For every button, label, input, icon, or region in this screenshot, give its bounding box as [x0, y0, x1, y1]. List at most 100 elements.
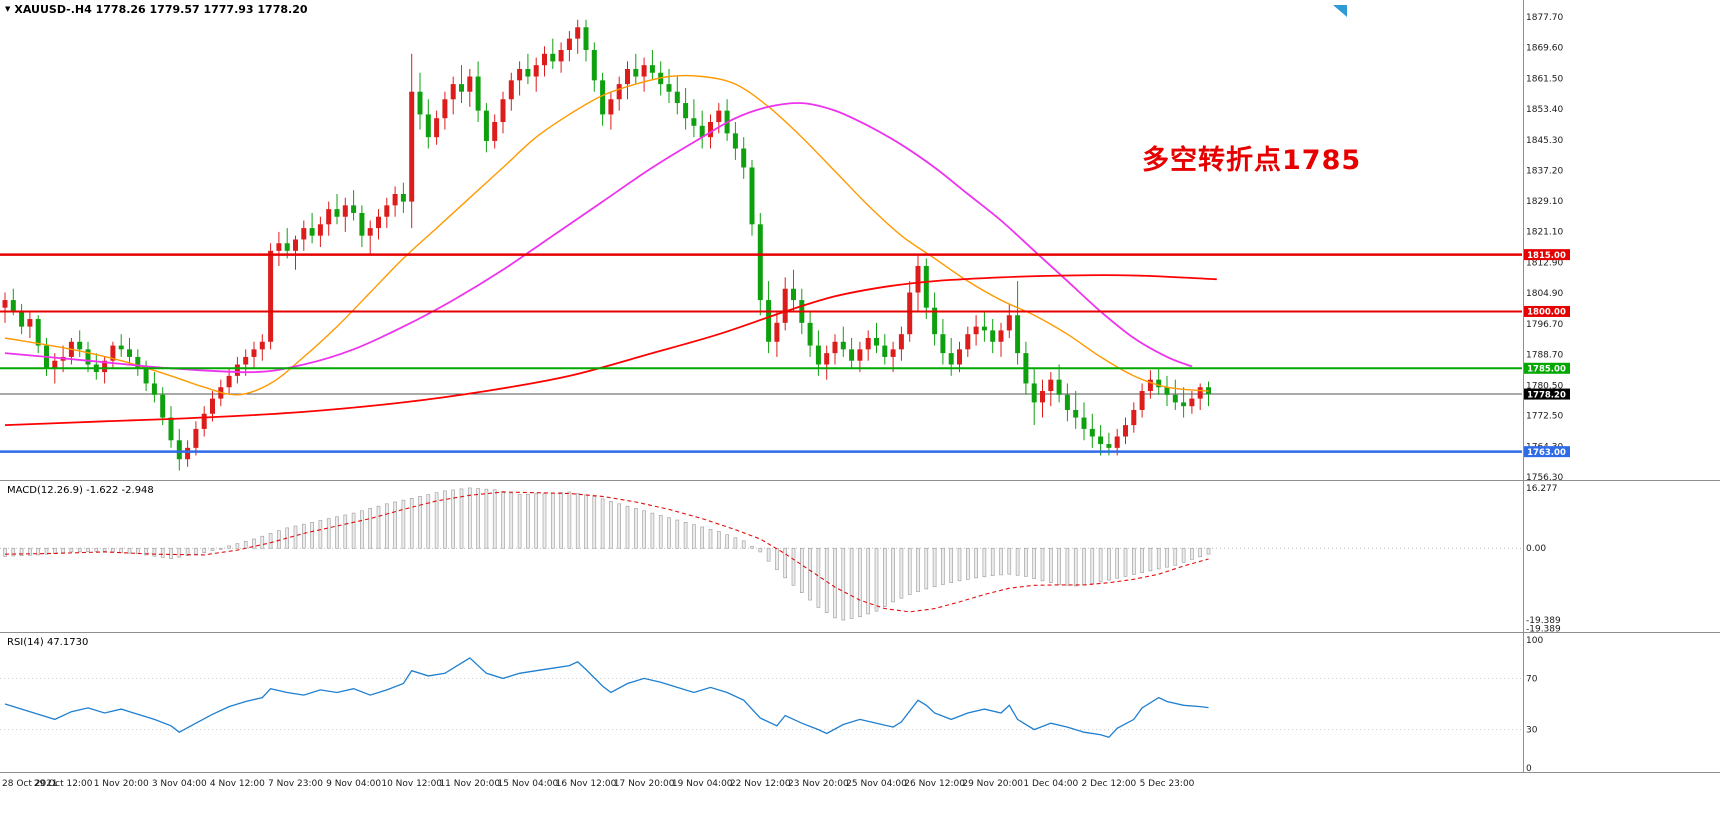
macd-histogram-bar: [700, 526, 705, 549]
symbol-ohlc-text: XAUUSD-.H4 1778.26 1779.57 1777.93 1778.…: [14, 3, 308, 16]
price-badge: [1523, 446, 1570, 458]
macd-histogram-bar: [61, 547, 65, 553]
candle-body: [782, 288, 788, 323]
price-tick-label: 1853.40: [1526, 105, 1563, 115]
candle-body: [1164, 387, 1170, 395]
macd-histogram-bar: [625, 505, 630, 549]
candle-body: [965, 334, 971, 350]
macd-histogram-bar: [185, 547, 190, 556]
macd-histogram-bar: [1115, 547, 1119, 579]
macd-histogram-bar: [111, 547, 115, 553]
macd-histogram-bar: [990, 547, 995, 576]
price-badge-label: 1763.00: [1527, 448, 1566, 458]
candle-body: [542, 53, 547, 66]
macd-histogram-bar: [1156, 547, 1161, 570]
time-axis-label: 1 Nov 20:00: [94, 779, 149, 789]
price-tick-label: 1780.50: [1526, 381, 1563, 391]
macd-histogram-bar: [11, 547, 16, 557]
macd-histogram-bar: [692, 524, 696, 549]
candle-body: [10, 300, 16, 312]
macd-histogram-bar: [235, 543, 240, 549]
candle-body: [558, 50, 564, 62]
candle-body: [351, 205, 357, 213]
macd-histogram-bar: [775, 547, 779, 570]
macd-histogram-bar: [310, 522, 314, 549]
price-badge-label: 1785.00: [1527, 364, 1566, 374]
macd-histogram-bar: [1040, 547, 1045, 582]
time-axis-label: 3 Nov 04:00: [152, 779, 207, 789]
macd-histogram-bar: [592, 496, 597, 549]
scroll-corner-icon[interactable]: [1333, 5, 1347, 17]
macd-histogram-bar: [343, 514, 348, 549]
candle-body: [417, 91, 423, 115]
macd-histogram-bar: [28, 547, 32, 556]
macd-histogram-bar: [1015, 547, 1020, 576]
candle-body: [226, 375, 232, 388]
candle-body: [600, 80, 606, 115]
macd-histogram-bar: [1098, 547, 1103, 583]
macd-histogram-bar: [1165, 547, 1169, 568]
candle-body: [641, 65, 647, 77]
candle-body: [500, 99, 506, 123]
macd-histogram-bar: [19, 547, 24, 556]
price-tick-label: 1772.50: [1526, 412, 1563, 422]
candle-body: [923, 265, 929, 308]
candle-body: [1064, 394, 1070, 410]
macd-histogram-bar: [3, 547, 7, 557]
macd-histogram-bar: [418, 496, 422, 549]
symbol-dropdown-icon[interactable]: ▼: [5, 5, 11, 13]
price-tick-label: 1829.10: [1526, 197, 1563, 207]
time-axis-label: 10 Nov 12:00: [381, 779, 442, 789]
macd-histogram-bar: [119, 547, 123, 553]
macd-histogram-bar: [434, 492, 439, 549]
candle-body: [566, 38, 572, 51]
macd-histogram-bar: [725, 534, 729, 549]
candle-body: [732, 133, 738, 149]
macd-histogram-bar: [484, 488, 489, 549]
macd-histogram-bar: [268, 533, 273, 549]
time-axis-label: 23 Nov 20:00: [788, 779, 849, 789]
candle-body: [948, 353, 954, 365]
candle-body: [699, 125, 705, 138]
current-price-badge-label: 1778.20: [1527, 390, 1566, 400]
macd-histogram-bar: [526, 493, 530, 549]
macd-histogram-bar: [858, 547, 862, 618]
macd-histogram-bar: [1140, 547, 1144, 573]
macd-histogram-bar: [567, 491, 572, 549]
candle-body: [998, 330, 1004, 342]
macd-histogram-bar: [326, 518, 331, 549]
candle-body: [1114, 436, 1120, 448]
candle-body: [492, 122, 498, 141]
candle-body: [376, 216, 381, 229]
macd-histogram-bar: [243, 541, 248, 549]
macd-histogram-bar: [136, 547, 140, 555]
macd-histogram-bar: [882, 547, 887, 607]
macd-histogram-bar: [824, 547, 829, 613]
candle-body: [243, 356, 249, 365]
candle-body: [990, 330, 996, 342]
candle-body: [168, 417, 174, 441]
macd-histogram-bar: [459, 488, 464, 549]
candle-body: [849, 349, 855, 361]
candle-body: [749, 167, 755, 225]
macd-histogram-bar: [999, 547, 1003, 576]
candle-body: [882, 345, 888, 357]
candle-body: [533, 65, 539, 77]
candle-body: [135, 356, 141, 369]
macd-signal-line: [4, 491, 1209, 613]
macd-histogram-bar: [368, 508, 373, 549]
candle-body: [674, 91, 680, 104]
candle-body: [898, 334, 904, 350]
macd-histogram-bar: [949, 547, 954, 583]
candle-body: [193, 428, 199, 448]
macd-histogram-bar: [1073, 547, 1078, 587]
macd-histogram-bar: [534, 493, 539, 549]
candle-body: [210, 398, 215, 414]
macd-histogram-bar: [733, 537, 738, 549]
candle-body: [575, 27, 581, 39]
macd-histogram-bar: [252, 538, 256, 549]
macd-histogram-bar: [227, 545, 231, 549]
candle-body: [957, 349, 962, 365]
time-axis-label: 11 Nov 20:00: [439, 779, 500, 789]
